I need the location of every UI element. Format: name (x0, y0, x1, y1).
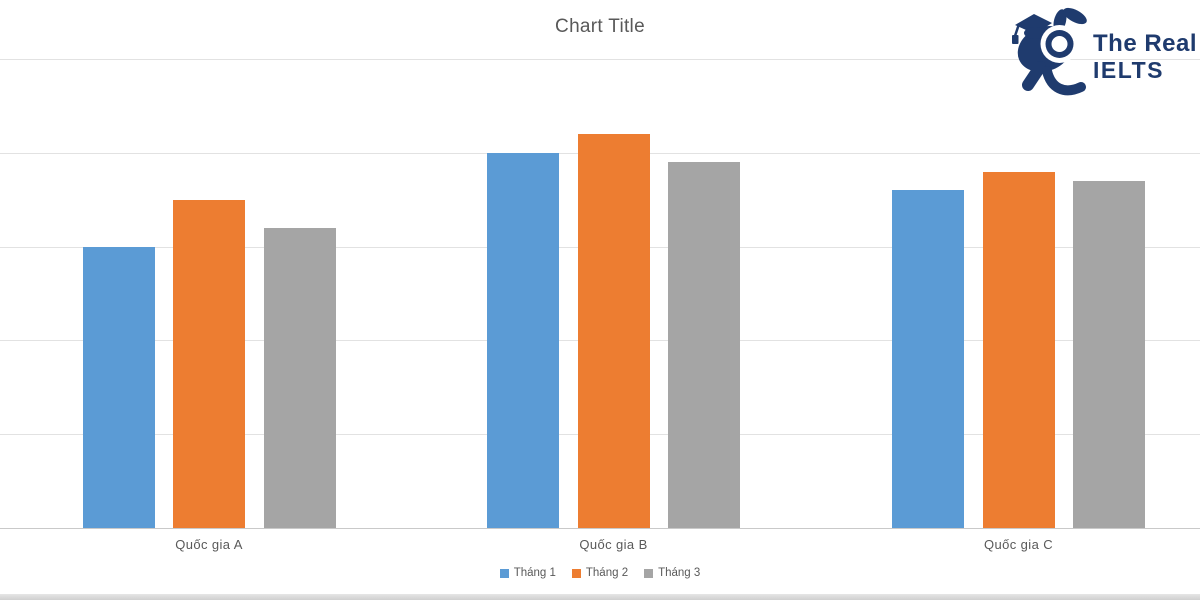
legend-item: Tháng 2 (571, 567, 629, 579)
bar-series3-group1 (263, 227, 336, 528)
legend-swatch-icon (499, 568, 509, 578)
bar-series1-group1 (82, 246, 155, 528)
rabbit-graduation-cap-mascot-icon (1012, 7, 1087, 96)
chart-title: Chart Title (555, 16, 645, 37)
bar-series2-group1 (173, 199, 245, 528)
x-axis-line (0, 528, 1200, 529)
bar-series3-group2 (668, 162, 740, 528)
brand-wordmark-line2: IELTS (1093, 57, 1164, 83)
gridline (0, 59, 1200, 60)
bar-series3-group3 (1073, 180, 1145, 528)
category-label: Quốc gia A (175, 537, 243, 552)
legend-item: Tháng 3 (644, 567, 700, 579)
legend-label: Tháng 1 (513, 567, 556, 579)
legend-label: Tháng 3 (658, 567, 701, 579)
legend-swatch-icon (644, 568, 654, 578)
legend-label: Tháng 2 (585, 567, 629, 579)
legend-item: Tháng 1 (499, 567, 556, 579)
legend-swatch-icon (571, 568, 581, 578)
brand-wordmark-line1: The Real (1093, 30, 1198, 57)
category-label: Quốc gia C (983, 537, 1054, 552)
category-label: Quốc gia B (579, 537, 648, 552)
brand-wordmark: The Real IELTS (1093, 30, 1197, 84)
window-bottom-edge (0, 594, 1200, 600)
bar-series2-group2 (577, 134, 650, 528)
bar-series2-group3 (982, 171, 1055, 528)
brand-logo: The Real IELTS (993, 0, 1200, 100)
bar-series1-group3 (892, 190, 964, 528)
bar-series1-group2 (487, 152, 559, 528)
chart-legend: Tháng 1 Tháng 2 Tháng 3 (0, 567, 1200, 579)
